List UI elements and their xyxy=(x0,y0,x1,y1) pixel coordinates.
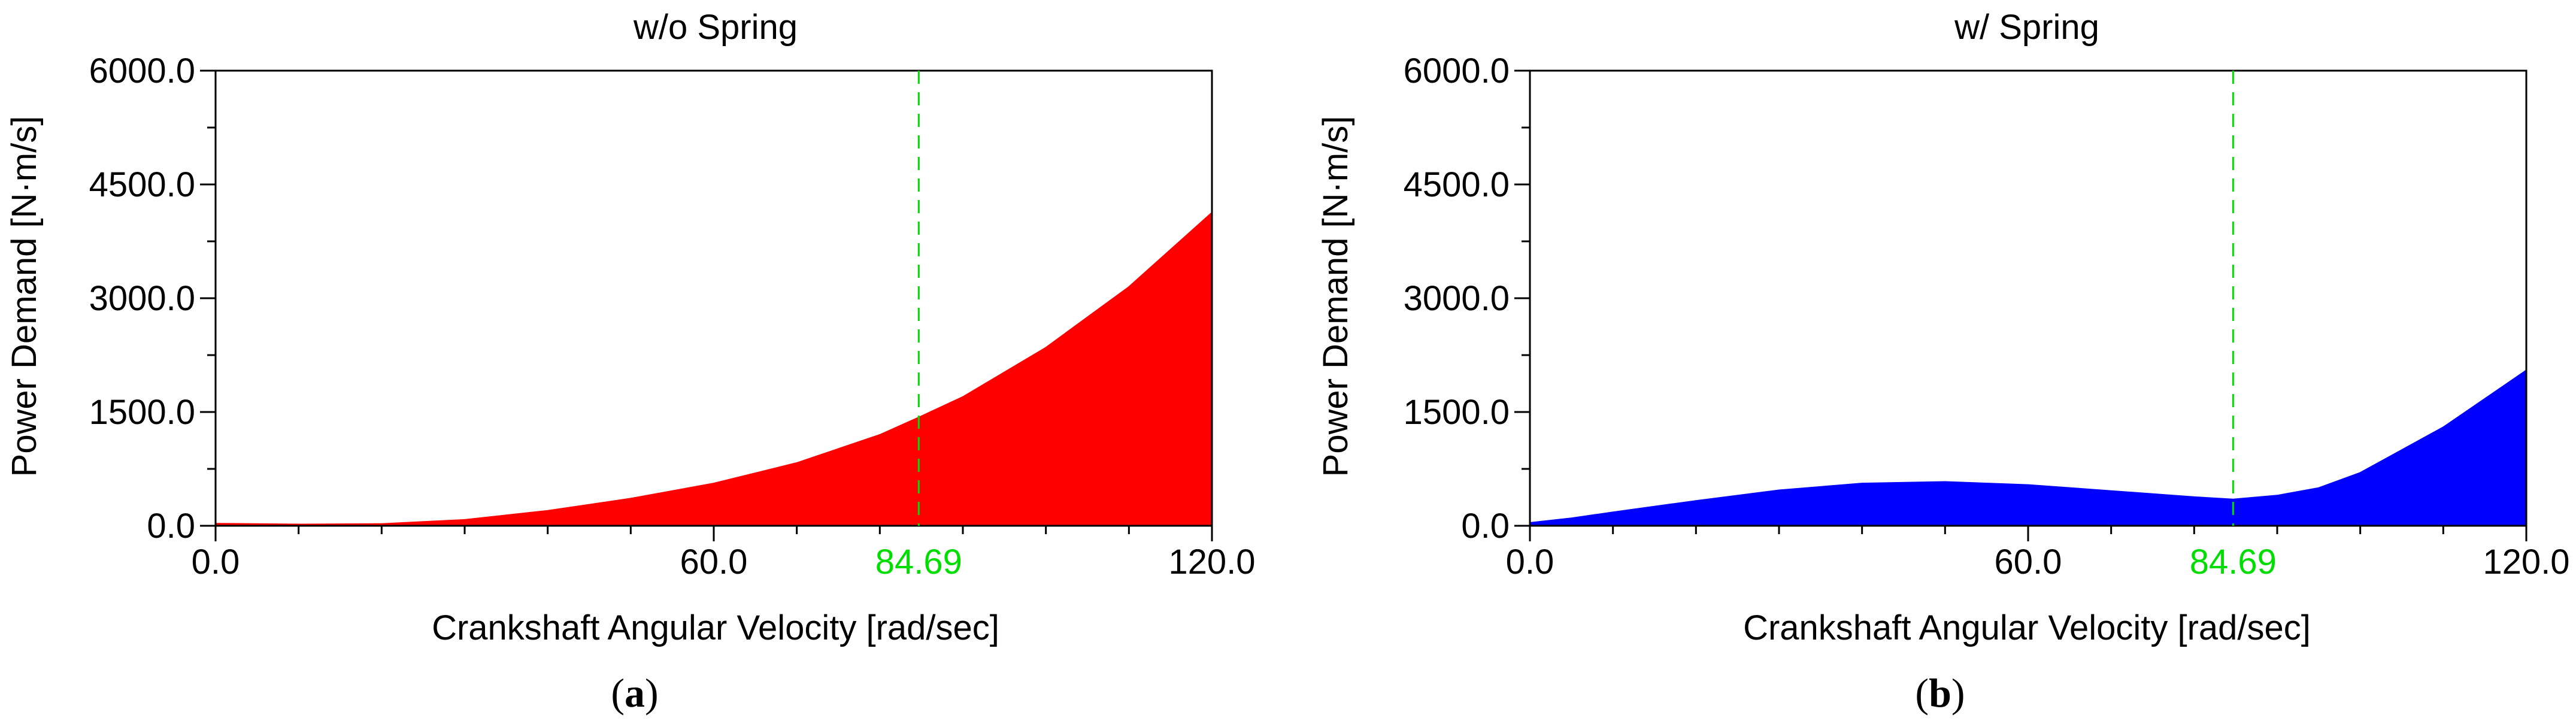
y-tick-label: 1500.0 xyxy=(1404,393,1510,432)
y-tick-label: 4500.0 xyxy=(1404,165,1510,204)
y-tick-label: 0.0 xyxy=(1461,507,1510,546)
marker-label: 84.69 xyxy=(2190,543,2277,581)
plot-area: 0.0 1500.0 3000.0 4500.0 6000.0 0.0 60.0 120.0 8… xyxy=(89,51,1256,581)
x-tick-label: 60.0 xyxy=(1995,543,2062,581)
y-tick-label: 3000.0 xyxy=(89,279,195,318)
chart-panel-b: w/ Spring Power Demand [N·m/s] Crankshaf… xyxy=(1316,8,2570,716)
chart-title: w/o Spring xyxy=(633,8,798,47)
y-axis-label: Power Demand [N·m/s] xyxy=(5,116,44,477)
y-tick-label: 1500.0 xyxy=(89,393,195,432)
x-axis-label: Crankshaft Angular Velocity [rad/sec] xyxy=(1743,608,2311,647)
y-tick-label: 0.0 xyxy=(147,507,195,546)
x-tick-label: 0.0 xyxy=(192,543,240,581)
y-tick-label: 6000.0 xyxy=(1404,51,1510,90)
chart-panel-a: w/o Spring Power Demand [N·m/s] Cranksha… xyxy=(5,8,1256,716)
y-tick-label: 4500.0 xyxy=(89,165,195,204)
x-tick-label: 0.0 xyxy=(1506,543,1554,581)
chart-title: w/ Spring xyxy=(1954,8,2099,47)
data-area xyxy=(1529,369,2527,526)
x-tick-label: 60.0 xyxy=(680,543,748,581)
panel-label-a: (a) xyxy=(611,670,658,716)
panel-label-b: (b) xyxy=(1915,670,1965,716)
y-tick-label: 6000.0 xyxy=(89,51,195,90)
data-area xyxy=(215,211,1213,526)
marker-label: 84.69 xyxy=(875,543,962,581)
x-tick-label: 120.0 xyxy=(2483,543,2569,581)
plot-frame xyxy=(1529,69,2527,527)
x-axis-label: Crankshaft Angular Velocity [rad/sec] xyxy=(432,608,999,647)
plot-area: 0.0 1500.0 3000.0 4500.0 6000.0 0.0 60.0 120.0 8… xyxy=(1404,51,2570,581)
x-tick-label: 120.0 xyxy=(1168,543,1255,581)
y-tick-label: 3000.0 xyxy=(1404,279,1510,318)
y-axis-label: Power Demand [N·m/s] xyxy=(1316,116,1355,477)
